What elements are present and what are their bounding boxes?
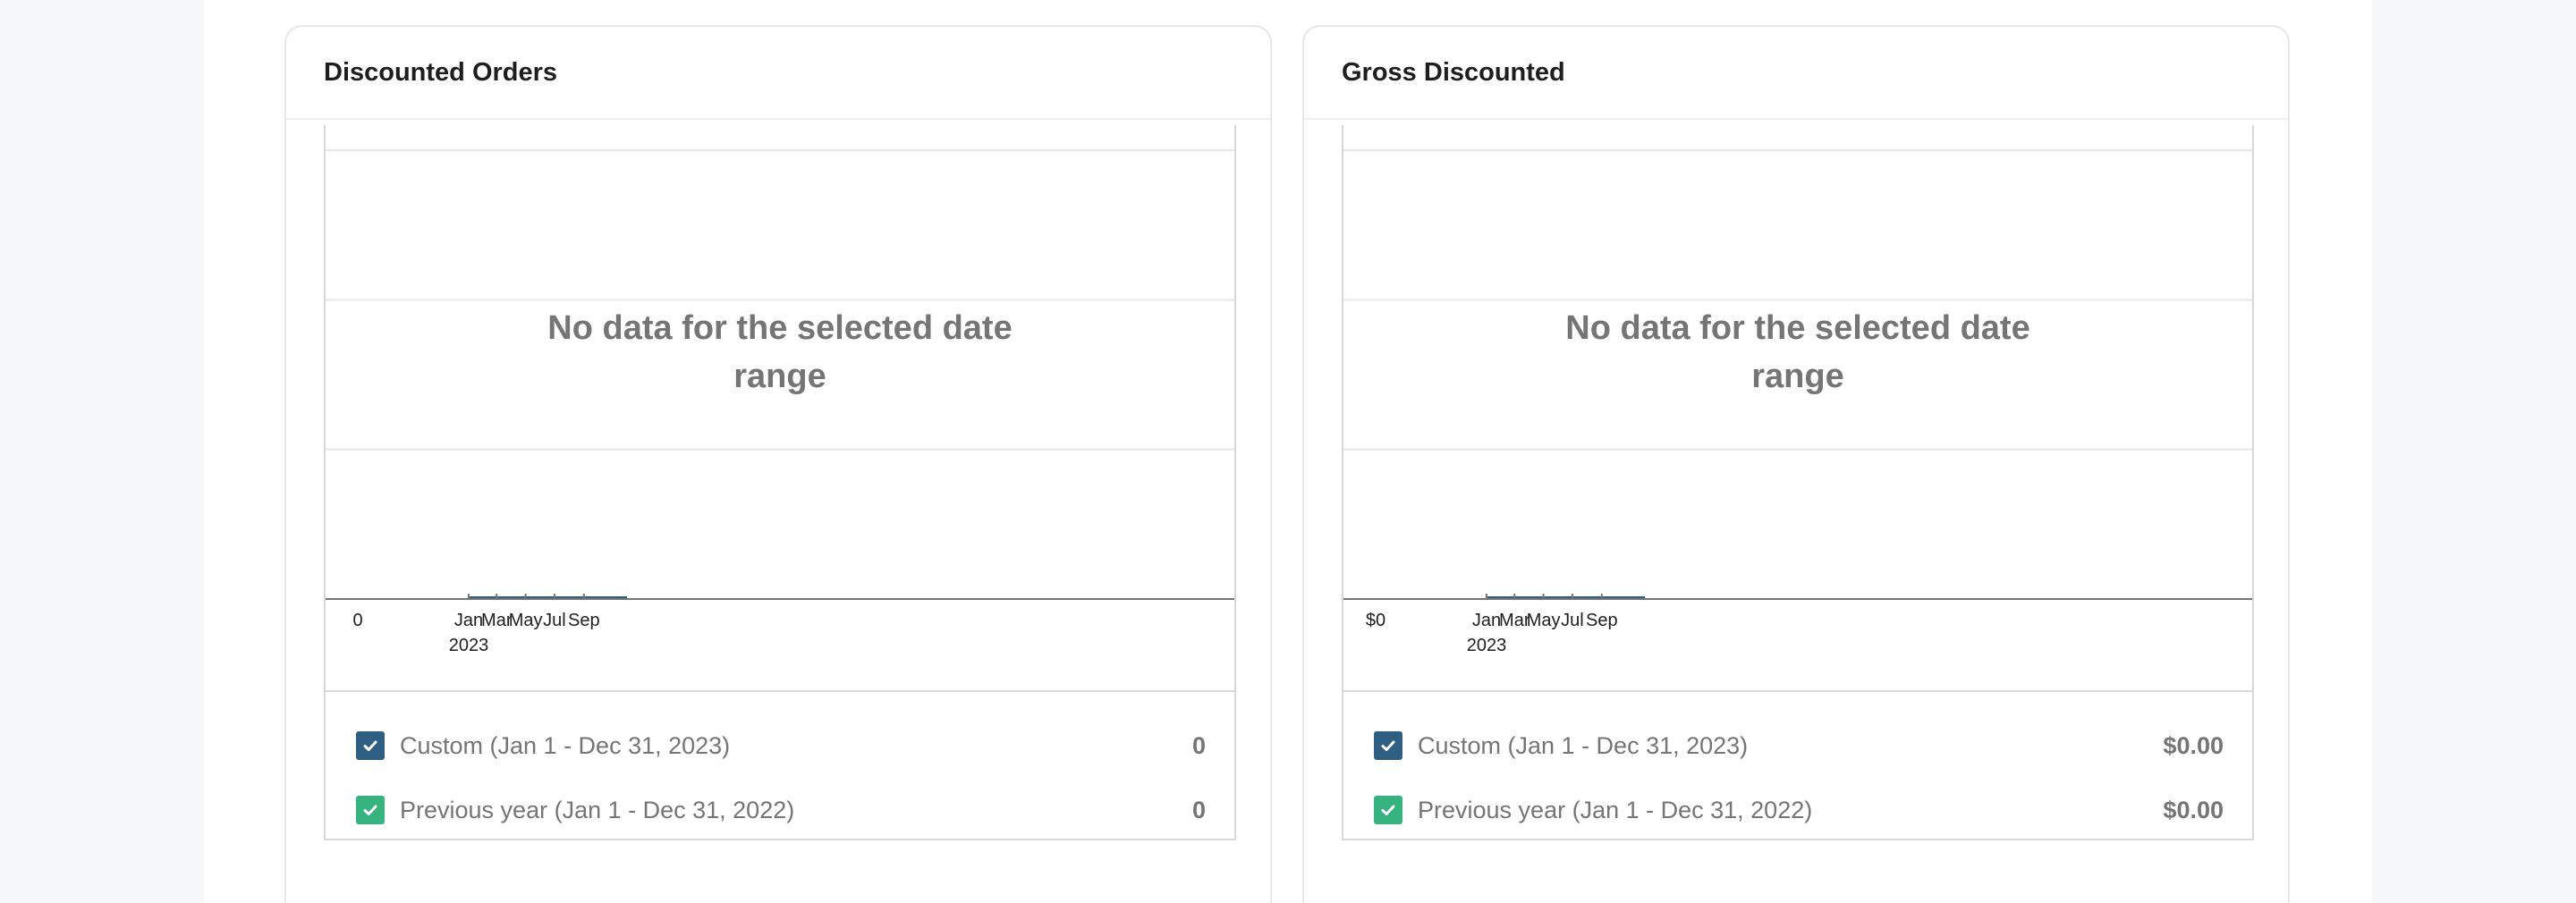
legend-value: $0.00 [2163, 796, 2224, 823]
legend-value: 0 [1191, 796, 1206, 823]
x-tick-label: Jan [1472, 611, 1501, 630]
x-tick-label: Mar [481, 611, 513, 630]
x-tick-label: Jul [543, 611, 566, 630]
legend-label: Custom (Jan 1 - Dec 31, 2023) [400, 731, 731, 759]
legend-item-current[interactable]: Custom (Jan 1 - Dec 31, 2023) 0 [356, 726, 1206, 765]
chart-frame: 0 Jan 2023 Mar May Jul Sep No data for the sel… [324, 125, 1236, 840]
legend-value: $0.00 [2163, 731, 2224, 759]
x-tick-label: Jan [454, 611, 483, 630]
legend-item-current[interactable]: Custom (Jan 1 - Dec 31, 2023) $0.00 [1374, 726, 2224, 765]
checkbox-checked-icon[interactable] [1374, 796, 1402, 824]
legend-item-previous[interactable]: Previous year (Jan 1 - Dec 31, 2022) $0.… [1374, 790, 2224, 830]
chart-frame: $0 Jan 2023 Mar May Jul Sep No data for the se… [1342, 125, 2254, 840]
legend-label: Custom (Jan 1 - Dec 31, 2023) [1418, 731, 1749, 759]
card-title: Gross Discounted [1342, 57, 1565, 87]
content-column: Discounted Orders 0 Jan 2023 Mar May Jul Sep N… [204, 0, 2372, 903]
x-tick-label: May [509, 611, 543, 630]
x-tick-label: Mar [1499, 611, 1530, 630]
legend-item-previous[interactable]: Previous year (Jan 1 - Dec 31, 2022) 0 [356, 790, 1206, 830]
checkbox-checked-icon[interactable] [356, 796, 385, 824]
x-tick-label: Jul [1561, 611, 1584, 630]
legend-value: 0 [1191, 731, 1206, 759]
card-header: Gross Discounted [1304, 27, 2288, 120]
card-title: Discounted Orders [324, 57, 558, 87]
empty-state-message: No data for the selected date range [547, 309, 1013, 395]
x-tick-label: Sep [1586, 611, 1618, 630]
x-tick-label: Sep [568, 611, 600, 630]
discounted-orders-card: Discounted Orders 0 Jan 2023 Mar May Jul Sep N… [284, 25, 1272, 903]
checkbox-checked-icon[interactable] [356, 731, 385, 760]
chart-legend: Custom (Jan 1 - Dec 31, 2023) $0.00 Prev… [1343, 690, 2252, 839]
gross-discounted-card: Gross Discounted $0 Jan 2023 Mar May Jul Sep N… [1302, 25, 2290, 903]
chart-legend: Custom (Jan 1 - Dec 31, 2023) 0 Previous… [326, 690, 1234, 839]
x-tick-label: 2023 [1467, 636, 1507, 655]
checkbox-checked-icon[interactable] [1374, 731, 1402, 760]
legend-label: Previous year (Jan 1 - Dec 31, 2022) [400, 796, 795, 823]
empty-state-message: No data for the selected date range [1565, 309, 2030, 395]
x-tick-label: 2023 [449, 636, 489, 655]
legend-label: Previous year (Jan 1 - Dec 31, 2022) [1418, 796, 1813, 823]
y-tick-label: $0 [1366, 611, 1385, 630]
card-header: Discounted Orders [286, 27, 1270, 120]
y-tick-label: 0 [352, 611, 362, 630]
x-tick-label: May [1527, 611, 1561, 630]
